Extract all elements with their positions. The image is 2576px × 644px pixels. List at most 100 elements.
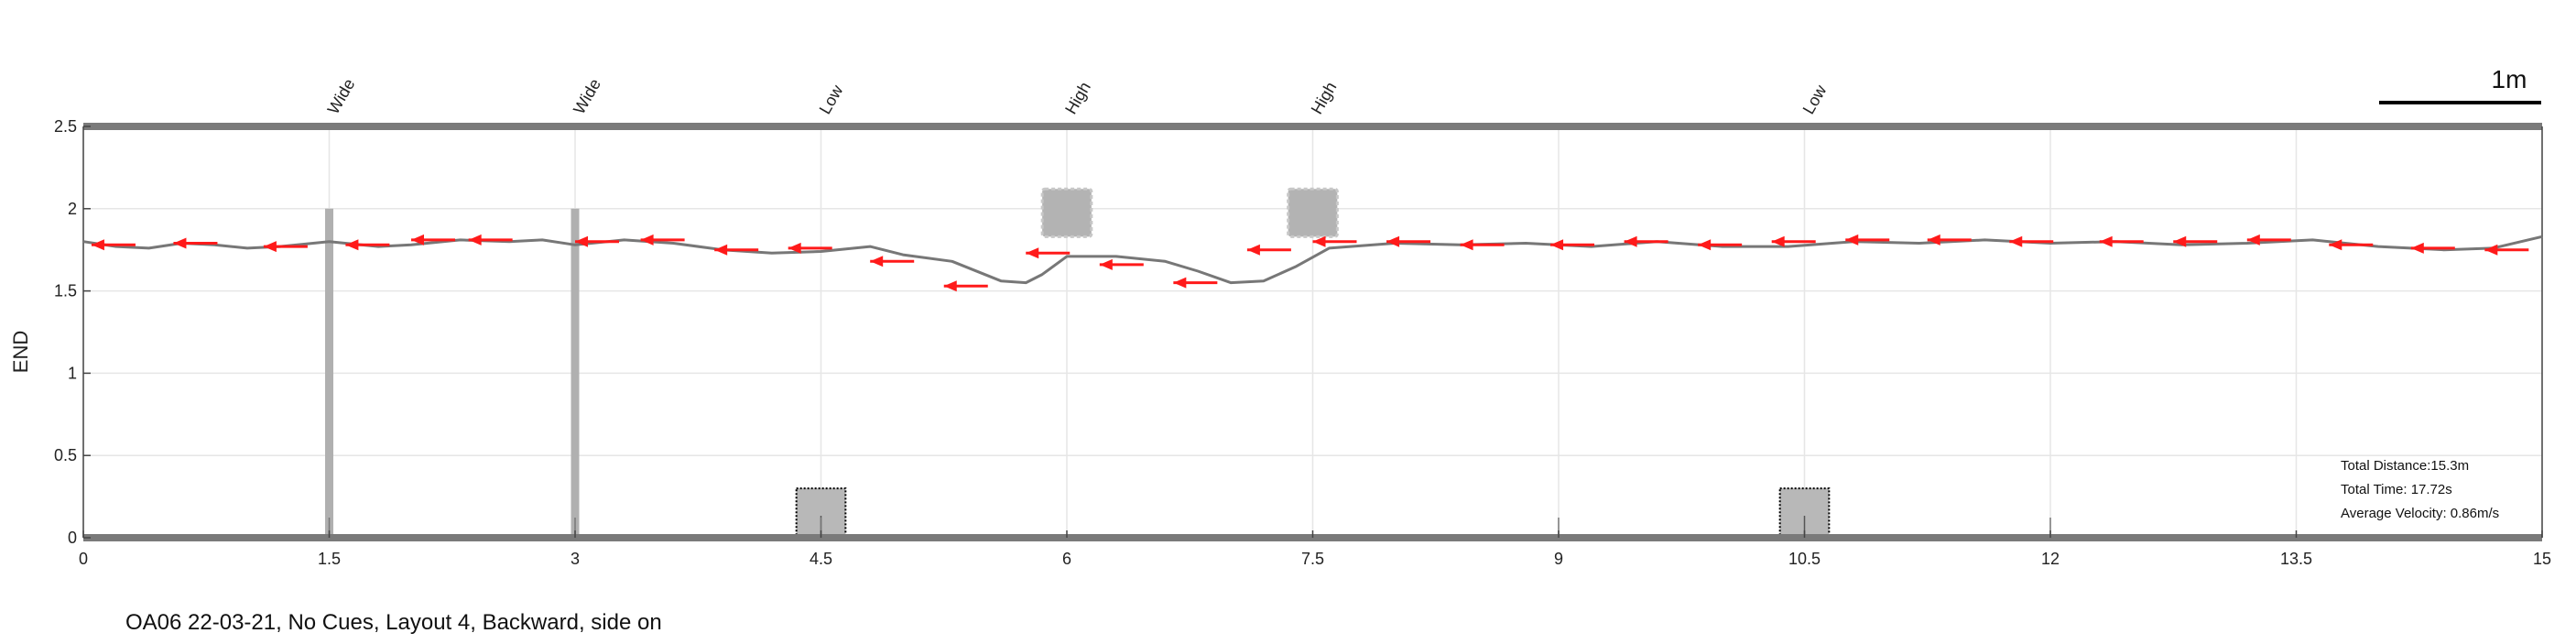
arrow-head [714,244,728,256]
arrow-head [1698,239,1712,251]
y-tick-label: 1 [68,364,77,382]
direction-arrow [468,234,513,246]
direction-arrow [345,239,390,251]
arrow-head [1550,239,1564,251]
arrow-head [1173,277,1187,289]
direction-arrow [943,280,988,292]
direction-arrow [1460,239,1505,251]
direction-arrow [1026,247,1071,259]
y-axis-label: END [9,331,32,373]
y-tick-label: 0.5 [54,446,77,464]
direction-arrow [2173,235,2218,247]
direction-arrow [714,244,759,256]
direction-arrow [2410,242,2455,254]
direction-arrow [1386,235,1431,247]
arrow-head [2410,242,2424,254]
obstacle-label: Low [816,82,847,117]
scale-bar-label: 1m [2492,65,2527,93]
x-tick-label: 15 [2533,550,2551,568]
x-tick-label: 13.5 [2280,550,2312,568]
arrow-head [640,234,654,246]
stats-line: Total Time: 17.72s [2341,482,2452,497]
arrow-head [788,242,801,254]
high-obstacle [1287,187,1339,238]
arrow-head [1927,234,1940,246]
arrow-head [1845,234,1859,246]
y-tick-label: 2 [68,200,77,218]
arrow-head [173,237,187,249]
arrow-head [468,234,482,246]
direction-arrow [2484,244,2529,256]
x-tick-label: 10.5 [1788,550,1821,568]
obstacle-label: High [1308,79,1341,117]
x-tick-label: 7.5 [1301,550,1324,568]
wide-pole [325,208,333,539]
direction-arrow [1550,239,1595,251]
arrow-head [2329,239,2342,251]
direction-arrow [788,242,832,254]
direction-arrows [91,234,2529,292]
figure-caption: OA06 22-03-21, No Cues, Layout 4, Backwa… [125,610,662,635]
arrow-head [1099,258,1113,270]
direction-arrow [91,239,136,251]
direction-arrow [263,241,308,253]
arrow-head [2484,244,2498,256]
direction-arrow [2246,234,2291,246]
direction-arrow [2099,235,2144,247]
arrow-head [2099,235,2113,247]
arrow-head [575,235,588,247]
stats-box: Total Distance:15.3m Total Time: 17.72s Av… [2341,458,2499,521]
axis-labels: 0 1.5 3 4.5 6 7.5 9 10.5 12 13.5 15 0 0.5 1 1.5 2 2.5 Wid… [54,75,2551,568]
scale-bar: 1m [2379,65,2541,104]
arrow-head [1624,235,1637,247]
direction-arrow [2009,235,2054,247]
x-tick-label: 0 [79,550,88,568]
arrow-head [345,239,359,251]
direction-arrow [1173,277,1218,289]
direction-arrow [173,237,218,249]
direction-arrow [411,234,455,246]
arrow-head [91,239,104,251]
direction-arrow [870,256,915,267]
arrow-head [943,280,957,292]
direction-arrow [640,234,685,246]
x-tick-label: 9 [1554,550,1563,568]
arrow-head [2173,235,2187,247]
x-tick-label: 1.5 [318,550,341,568]
arrow-head [1386,235,1400,247]
y-tick-label: 0 [68,529,77,547]
x-tick-label: 4.5 [810,550,832,568]
arrow-head [1460,239,1473,251]
y-tick-label: 1.5 [54,282,77,300]
obstacle-label: High [1061,79,1094,117]
arrow-head [2246,234,2260,246]
arrow-head [1312,235,1326,247]
x-tick-label: 3 [571,550,580,568]
high-obstacle [1040,187,1093,238]
obstacle-label: Low [1799,82,1831,117]
direction-arrow [1771,235,1816,247]
x-tick-label: 12 [2041,550,2060,568]
arrow-head [1771,235,1785,247]
arrow-head [1246,244,1260,256]
obstacle-label: Wide [324,75,359,117]
arrow-head [263,241,277,253]
x-tick-label: 6 [1062,550,1071,568]
direction-arrow [575,235,619,247]
arrow-head [1026,247,1039,259]
obstacles [325,187,2051,539]
direction-arrow [1246,244,1291,256]
direction-arrow [1312,235,1357,247]
stats-line: Total Distance:15.3m [2341,458,2469,474]
plot-frame [82,123,2543,541]
arrow-head [411,234,424,246]
direction-arrow [1845,234,1890,246]
direction-arrow [1698,239,1743,251]
direction-arrow [1927,234,1972,246]
arrow-head [870,256,884,267]
obstacle-label: Wide [570,75,604,117]
wide-pole [571,208,580,539]
stats-line: Average Velocity: 0.86m/s [2341,506,2499,521]
direction-arrow [1624,235,1668,247]
